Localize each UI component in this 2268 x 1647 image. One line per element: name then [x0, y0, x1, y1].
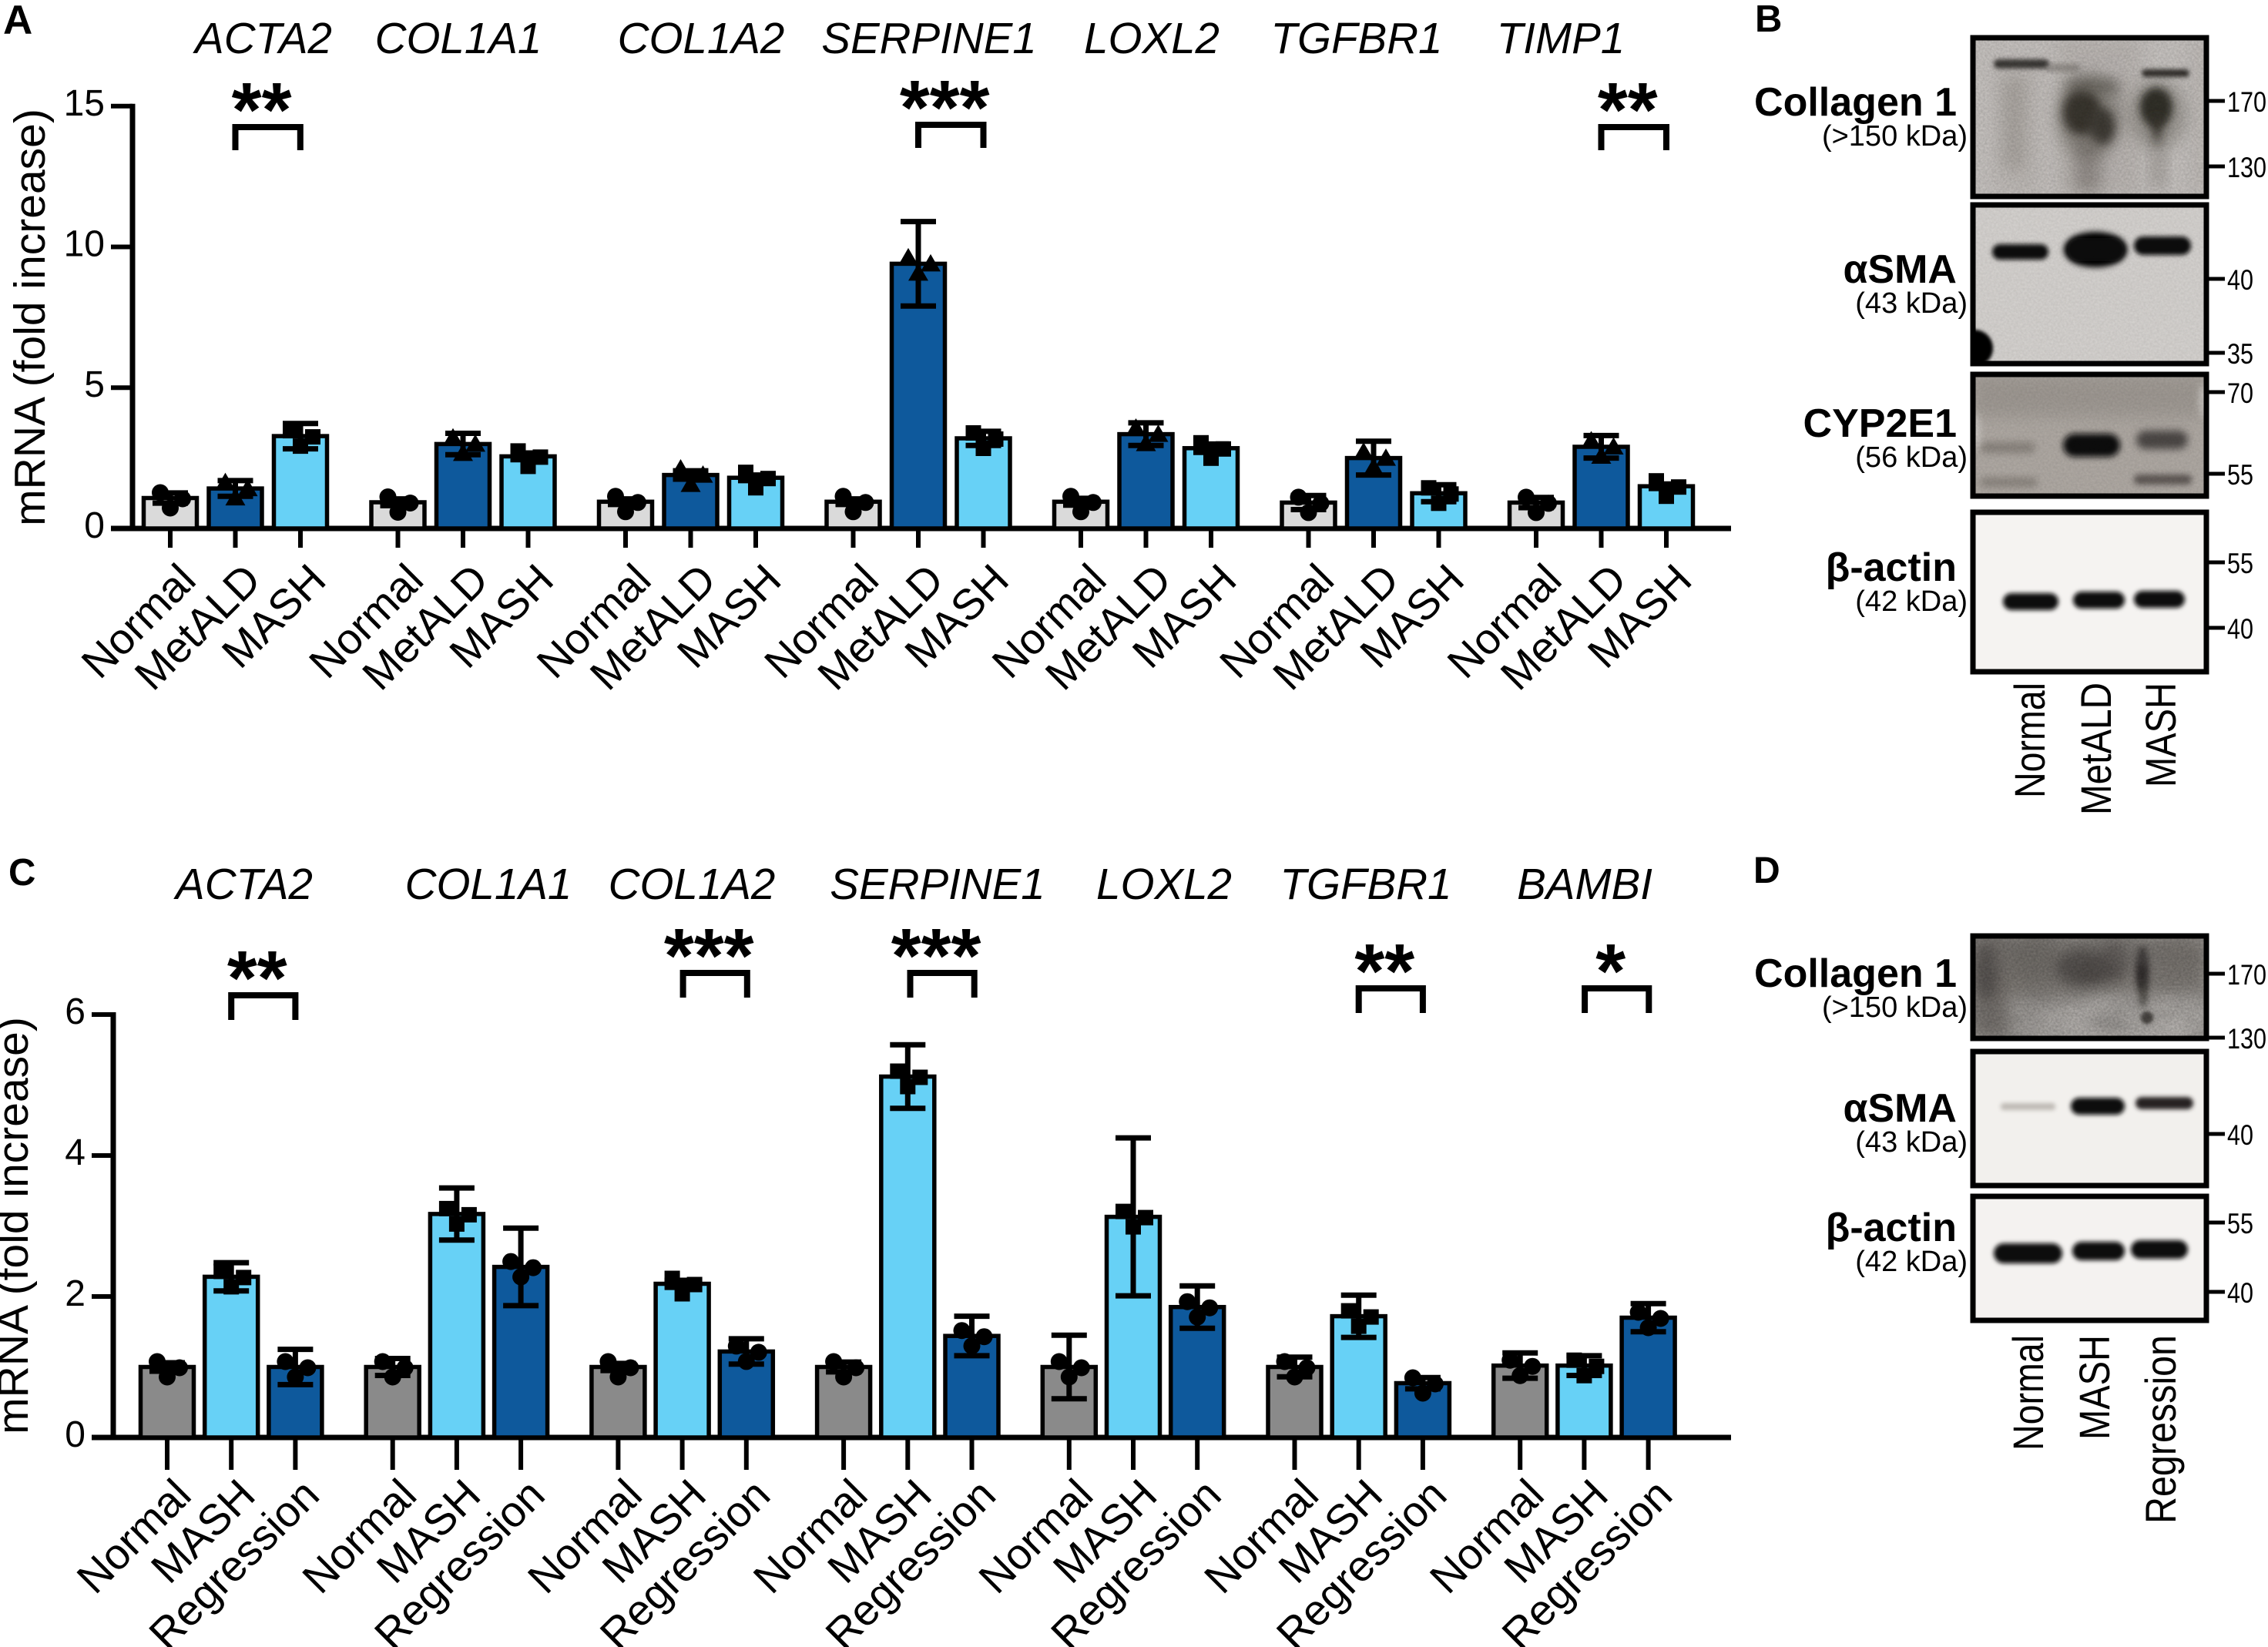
svg-text:**: ** — [1354, 928, 1414, 1015]
svg-text:**: ** — [1598, 67, 1658, 153]
svg-text:B: B — [1755, 0, 1782, 40]
svg-text:SERPINE1: SERPINE1 — [830, 860, 1045, 908]
svg-text:ACTA2: ACTA2 — [173, 860, 313, 908]
svg-text:15: 15 — [64, 83, 105, 124]
svg-text:Collagen 1: Collagen 1 — [1754, 80, 1957, 125]
svg-text:D: D — [1753, 850, 1780, 891]
svg-text:MASH: MASH — [2136, 683, 2185, 787]
svg-text:Collagen 1: Collagen 1 — [1754, 951, 1957, 996]
svg-text:(>150 kDa): (>150 kDa) — [1822, 120, 1968, 153]
svg-text:COL1A1: COL1A1 — [375, 14, 542, 62]
svg-text:β-actin: β-actin — [1826, 545, 1957, 590]
svg-text:5: 5 — [84, 364, 105, 405]
svg-text:(56 kDa): (56 kDa) — [1855, 441, 1968, 474]
svg-text:COL1A2: COL1A2 — [609, 860, 776, 908]
svg-text:αSMA: αSMA — [1843, 247, 1957, 292]
svg-text:55: 55 — [2227, 548, 2253, 579]
svg-text:40: 40 — [2227, 1277, 2253, 1309]
svg-text:130: 130 — [2227, 1023, 2266, 1055]
svg-text:0: 0 — [84, 505, 105, 546]
svg-text:***: *** — [891, 913, 981, 999]
svg-text:(42 kDa): (42 kDa) — [1855, 1246, 1968, 1278]
svg-text:(42 kDa): (42 kDa) — [1855, 585, 1968, 618]
svg-text:Regression: Regression — [2136, 1335, 2185, 1524]
svg-text:ACTA2: ACTA2 — [193, 14, 332, 62]
svg-text:CYP2E1: CYP2E1 — [1803, 401, 1957, 446]
svg-text:*: * — [1595, 928, 1626, 1015]
svg-text:55: 55 — [2227, 1208, 2253, 1239]
svg-text:TIMP1: TIMP1 — [1497, 14, 1625, 62]
svg-text:TGFBR1: TGFBR1 — [1280, 860, 1452, 908]
svg-text:70: 70 — [2227, 377, 2253, 409]
svg-text:COL1A1: COL1A1 — [405, 860, 572, 908]
svg-text:SERPINE1: SERPINE1 — [821, 14, 1036, 62]
svg-text:TGFBR1: TGFBR1 — [1271, 14, 1443, 62]
svg-text:mRNA (fold increase): mRNA (fold increase) — [0, 1017, 38, 1434]
svg-text:***: *** — [900, 65, 990, 151]
svg-text:LOXL2: LOXL2 — [1084, 14, 1220, 62]
svg-text:2: 2 — [65, 1273, 86, 1314]
svg-text:**: ** — [227, 935, 287, 1021]
svg-text:Normal: Normal — [2004, 1335, 2052, 1451]
svg-text:***: *** — [664, 913, 754, 999]
svg-text:(43 kDa): (43 kDa) — [1855, 1126, 1968, 1159]
svg-text:αSMA: αSMA — [1843, 1086, 1957, 1131]
svg-text:LOXL2: LOXL2 — [1096, 860, 1232, 908]
svg-text:MASH: MASH — [2070, 1335, 2119, 1440]
svg-text:40: 40 — [2227, 1119, 2253, 1151]
svg-text:40: 40 — [2227, 613, 2253, 645]
svg-text:170: 170 — [2227, 86, 2266, 118]
svg-text:(43 kDa): (43 kDa) — [1855, 287, 1968, 320]
svg-text:4: 4 — [65, 1132, 86, 1173]
svg-text:A: A — [3, 0, 32, 43]
svg-text:0: 0 — [65, 1414, 86, 1455]
svg-text:40: 40 — [2227, 264, 2253, 296]
svg-text:BAMBI: BAMBI — [1517, 860, 1652, 908]
svg-text:10: 10 — [64, 224, 105, 265]
svg-text:35: 35 — [2227, 338, 2253, 370]
svg-text:**: ** — [232, 67, 292, 153]
svg-text:C: C — [8, 852, 35, 894]
svg-text:(>150 kDa): (>150 kDa) — [1822, 991, 1968, 1024]
svg-text:130: 130 — [2227, 152, 2266, 183]
svg-text:mRNA (fold increase): mRNA (fold increase) — [5, 109, 55, 526]
svg-text:6: 6 — [65, 991, 86, 1032]
svg-text:55: 55 — [2227, 459, 2253, 491]
svg-text:β-actin: β-actin — [1826, 1206, 1957, 1250]
svg-text:MetALD: MetALD — [2072, 683, 2120, 815]
svg-text:170: 170 — [2227, 959, 2266, 991]
svg-text:COL1A2: COL1A2 — [618, 14, 785, 62]
svg-text:Normal: Normal — [2005, 683, 2054, 798]
